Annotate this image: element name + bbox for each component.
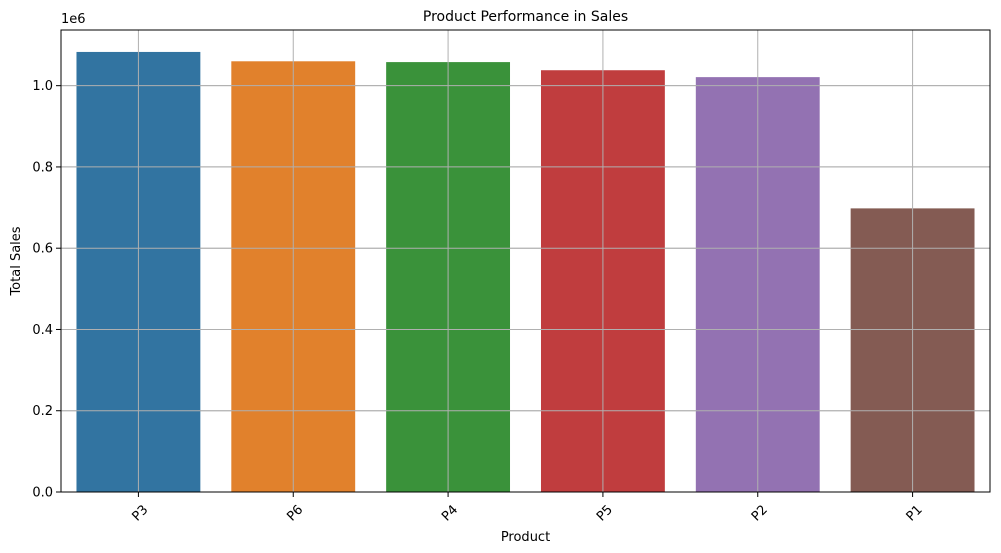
y-tick-label: 0.0 (32, 486, 53, 501)
x-tick-label: P4 (439, 502, 461, 524)
x-tick-label: P3 (129, 502, 151, 524)
x-gridlines-over-bars (137, 30, 914, 492)
x-tick-label: P1 (904, 502, 926, 524)
y-axis-ticks: 0.0 0.2 0.4 0.6 0.8 1.0 (32, 79, 61, 501)
x-tick-label: P6 (284, 502, 306, 524)
y-tick-label: 0.6 (32, 242, 53, 257)
x-axis-ticks: P3 P6 P4 P5 P2 P1 (129, 492, 926, 524)
y-tick-label: 0.2 (32, 404, 53, 419)
bars (76, 51, 975, 492)
x-tick-label: P5 (594, 502, 616, 524)
y-axis-offset-label: 1e6 (61, 12, 86, 27)
y-tick-label: 1.0 (32, 79, 53, 94)
y-axis-label: Total Sales (9, 226, 24, 296)
x-axis-label: Product (501, 530, 550, 545)
y-tick-label: 0.4 (32, 323, 53, 338)
chart-title: Product Performance in Sales (423, 9, 628, 25)
plot-frame (60, 29, 991, 493)
x-tick-label: P2 (749, 502, 771, 524)
y-tick-label: 0.8 (32, 160, 53, 175)
